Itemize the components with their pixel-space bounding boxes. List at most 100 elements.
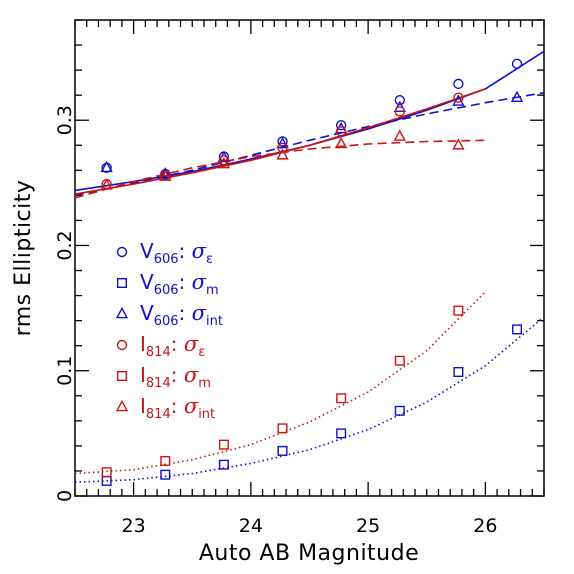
triangle-marker — [452, 94, 465, 106]
legend-text-part: m — [198, 376, 211, 391]
legend-text-part: 606 — [154, 314, 179, 329]
legend-text-part: ε — [206, 252, 213, 267]
square-marker — [101, 467, 112, 478]
legend-text-part: I — [140, 363, 146, 387]
legend-text-part: int — [206, 314, 223, 329]
square-marker — [512, 324, 523, 335]
circle-marker — [335, 120, 347, 131]
x-tick-labels: 23 24 25 26 — [122, 515, 498, 537]
legend-entry: V606: σm — [140, 270, 219, 298]
square-marker — [394, 405, 405, 416]
legend-text-part: : — [179, 239, 192, 263]
legend-text-part: : — [179, 270, 192, 294]
square-marker — [160, 455, 171, 466]
triangle-marker — [159, 169, 172, 181]
data-markers — [100, 58, 524, 486]
triangle-marker — [100, 160, 113, 173]
y-tick-label: 0.1 — [54, 356, 76, 386]
square-marker — [336, 393, 347, 404]
y-tick-label: 0.3 — [54, 105, 76, 135]
square-marker — [277, 423, 288, 434]
legend-entry: V606: σint — [140, 301, 223, 329]
legend-text-part: I — [140, 394, 146, 418]
legend-text-part: V — [140, 239, 154, 263]
square-marker — [218, 459, 229, 470]
fit-line — [74, 50, 545, 192]
fit-line — [74, 139, 486, 199]
triangle-marker — [452, 138, 465, 150]
circle-marker — [394, 94, 405, 106]
square-marker — [336, 428, 347, 439]
circle-marker — [116, 246, 128, 258]
circle-marker — [277, 142, 288, 153]
triangle-marker — [276, 148, 289, 160]
legend-text-part: : — [179, 301, 192, 325]
y-tick-label: 0.2 — [54, 230, 76, 260]
triangle-marker — [159, 167, 172, 179]
y-tick-label: 0 — [54, 490, 76, 502]
x-tick-label: 24 — [239, 515, 263, 537]
triangle-marker — [393, 100, 406, 112]
circle-marker — [116, 339, 128, 351]
legend-entry: I814: σm — [140, 363, 211, 391]
triangle-marker — [100, 178, 113, 190]
y-axis-label: rms Ellipticity — [11, 180, 36, 337]
legend-text-part: σ — [184, 332, 199, 356]
legend-text-part: 606 — [154, 283, 179, 298]
triangle-marker — [115, 399, 129, 412]
legend-text-part: 814 — [146, 407, 171, 422]
circle-marker — [453, 78, 464, 90]
legend-text-part: 814 — [146, 345, 171, 360]
triangle-marker — [115, 306, 129, 319]
legend-text-part: σ — [192, 239, 207, 263]
square-marker — [277, 445, 288, 456]
square-marker — [218, 439, 229, 450]
triangle-marker — [334, 136, 348, 149]
legend-text-part: : — [171, 332, 184, 356]
square-marker — [116, 371, 127, 382]
square-marker — [116, 278, 127, 289]
legend-text-part: ε — [198, 345, 205, 360]
x-tick-label: 26 — [473, 515, 497, 537]
x-tick-label: 25 — [356, 515, 380, 537]
circle-marker — [453, 92, 464, 103]
fit-line — [74, 91, 545, 197]
legend-text-part: σ — [192, 270, 207, 294]
fit-line — [74, 316, 545, 483]
circle-marker — [511, 58, 523, 70]
triangle-marker — [510, 90, 524, 102]
legend-text-part: σ — [184, 394, 199, 418]
legend-text-part: σ — [192, 301, 207, 325]
triangle-marker — [393, 129, 406, 141]
triangle-marker — [217, 156, 231, 169]
legend-entry: I814: σint — [140, 394, 215, 422]
y-tick-labels: 0 0.1 0.2 0.3 — [54, 105, 76, 502]
legend-text-part: V — [140, 270, 154, 294]
legend-text-part: : — [171, 363, 184, 387]
legend-entry: V606: σε — [140, 239, 213, 267]
square-marker — [453, 366, 464, 377]
legend-text-part: : — [171, 394, 184, 418]
circle-marker — [218, 155, 230, 166]
legend-text-part: σ — [184, 363, 199, 387]
legend-text-part: 606 — [154, 252, 179, 267]
fit-line — [74, 291, 486, 475]
legend-text-part: int — [198, 407, 215, 422]
square-marker — [160, 469, 171, 480]
legend-entry: I814: σε — [140, 332, 205, 360]
triangle-marker — [276, 136, 289, 149]
circle-marker — [335, 126, 347, 137]
legend-text-part: m — [206, 283, 219, 298]
x-axis-label: Auto AB Magnitude — [199, 541, 419, 566]
legend-text-part: 814 — [146, 376, 171, 391]
legend-text-part: V — [140, 301, 154, 325]
square-marker — [453, 305, 464, 316]
square-marker — [394, 355, 405, 366]
legend-text-part: I — [140, 332, 146, 356]
axis-ticks — [74, 19, 545, 497]
circle-marker — [394, 106, 405, 117]
x-tick-label: 23 — [122, 515, 146, 537]
